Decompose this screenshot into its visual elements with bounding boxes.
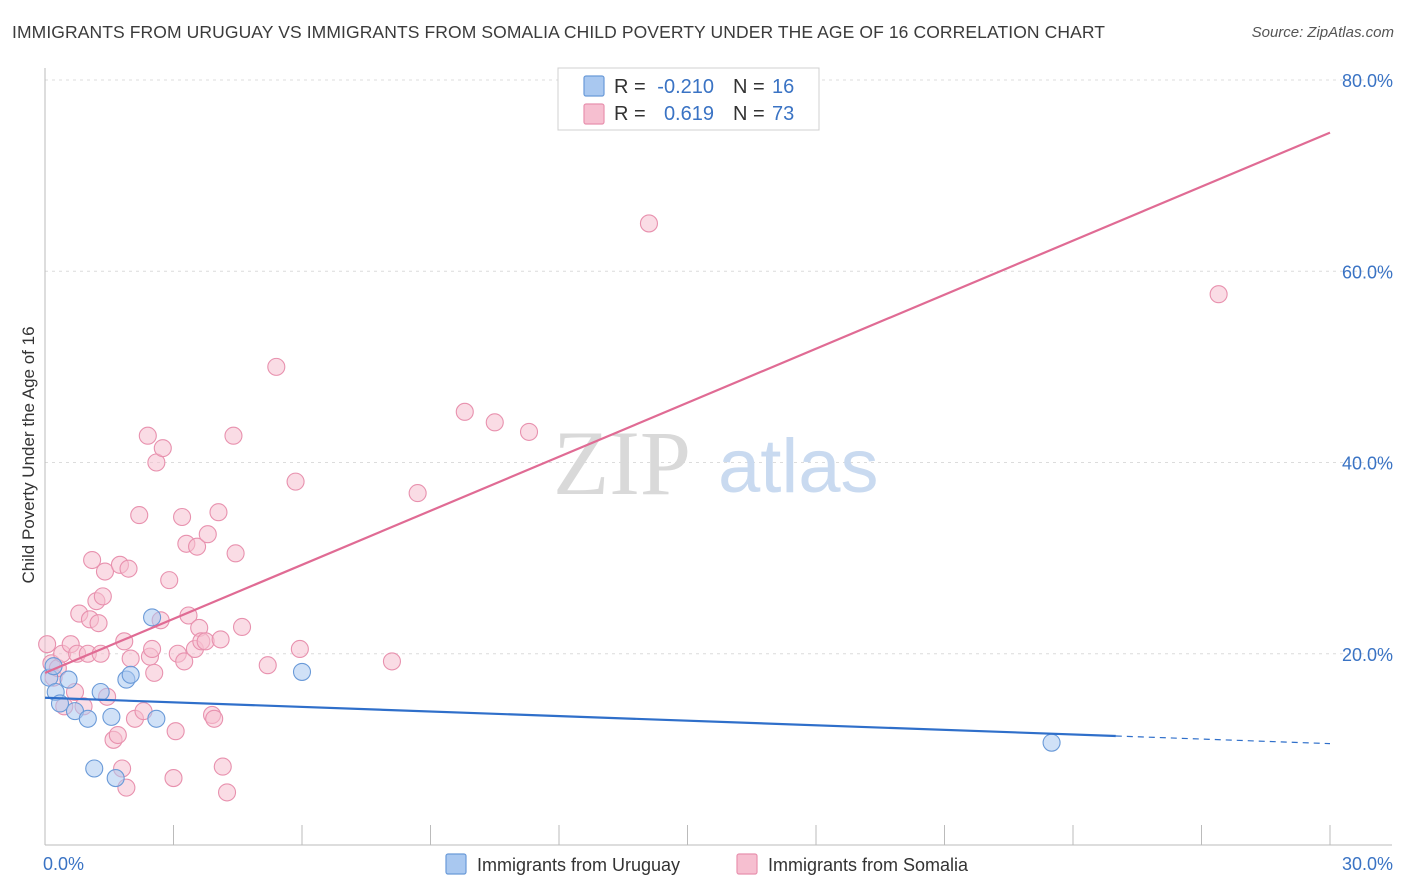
somalia-point — [258, 656, 277, 675]
legend-uruguay-n-value: 16 — [772, 76, 794, 98]
legend-uruguay-r-label: R = — [614, 76, 646, 98]
uruguay-point — [78, 709, 97, 728]
somalia-point — [224, 426, 243, 445]
uruguay-point — [292, 662, 312, 681]
somalia-point — [217, 783, 237, 802]
somalia-point — [83, 550, 102, 570]
uruguay-point — [121, 665, 140, 684]
somalia-point — [93, 587, 112, 606]
series-somalia-points — [38, 214, 1228, 802]
somalia-point — [485, 413, 504, 432]
legend-uruguay-swatch — [583, 75, 605, 97]
somalia-point — [108, 725, 127, 745]
somalia-point — [519, 422, 539, 441]
x-tick-label-max: 30.0% — [1342, 854, 1393, 874]
y-tick-label: 40.0% — [1342, 454, 1393, 474]
somalia-point — [1209, 285, 1228, 304]
somalia-point — [196, 632, 215, 651]
uruguay-point — [1042, 733, 1061, 752]
somalia-point — [205, 709, 224, 728]
somalia-trend-line — [44, 131, 1331, 674]
series-uruguay-points — [40, 608, 1061, 788]
uruguay-point — [85, 759, 104, 778]
legend-somalia-n-label: N = — [733, 103, 765, 125]
uruguay-trend-line — [44, 696, 1116, 738]
y-axis-title: Child Poverty Under the Age of 16 — [19, 326, 38, 583]
chart-source: Source: ZipAtlas.com — [1252, 24, 1394, 41]
somalia-point — [143, 639, 162, 659]
uruguay-point — [91, 682, 110, 702]
somalia-point — [188, 537, 207, 556]
somalia-point — [209, 503, 228, 522]
somalia-point — [138, 426, 157, 445]
uruguay-point — [106, 769, 125, 788]
legend-uruguay-n-label: N = — [733, 76, 765, 98]
somalia-point — [130, 506, 149, 525]
trend-lines — [44, 131, 1331, 745]
somalia-point — [153, 439, 172, 458]
legend-somalia-swatch — [583, 103, 605, 125]
somalia-point — [175, 652, 194, 671]
legend-bottom-somalia-label: Immigrants from Somalia — [768, 855, 969, 875]
legend-series: Immigrants from Uruguay Immigrants from … — [445, 853, 969, 875]
watermark-atlas: atlas — [718, 424, 879, 509]
somalia-point — [286, 472, 305, 491]
grid-lines — [45, 79, 1392, 655]
watermark: ZIP atlas — [553, 412, 879, 514]
uruguay-point — [59, 670, 78, 689]
y-tick-label: 80.0% — [1342, 71, 1393, 91]
somalia-point — [95, 562, 115, 581]
somalia-point — [160, 571, 179, 590]
x-tick-label-min: 0.0% — [43, 854, 84, 874]
somalia-point — [173, 507, 192, 527]
somalia-point — [213, 757, 232, 776]
uruguay-trend-line-extension — [1115, 735, 1331, 745]
legend-somalia-n-value: 73 — [772, 103, 794, 125]
legend-bottom-uruguay-label: Immigrants from Uruguay — [477, 855, 680, 875]
source-label: Source: — [1251, 24, 1304, 41]
uruguay-point — [147, 709, 166, 728]
legend-somalia-r-label: R = — [614, 103, 646, 125]
legend-bottom-somalia-swatch — [736, 853, 758, 875]
tick-labels: 20.0% 40.0% 60.0% 80.0% 0.0% 30.0% — [43, 71, 1393, 874]
y-tick-label: 20.0% — [1342, 645, 1393, 665]
somalia-point — [455, 402, 474, 421]
somalia-point — [145, 663, 164, 682]
somalia-point — [382, 652, 402, 671]
somalia-point — [121, 649, 140, 668]
legend-bottom-uruguay-swatch — [445, 853, 467, 875]
somalia-point — [267, 357, 286, 376]
somalia-point — [639, 214, 659, 233]
legend-uruguay-r-value: -0.210 — [657, 76, 714, 98]
somalia-point — [211, 630, 230, 649]
uruguay-point — [102, 707, 121, 726]
somalia-point — [290, 639, 309, 659]
somalia-point — [38, 635, 57, 654]
somalia-point — [198, 525, 217, 544]
chart-title: IMMIGRANTS FROM URUGUAY VS IMMIGRANTS FR… — [12, 22, 1106, 42]
y-tick-label: 60.0% — [1342, 262, 1393, 282]
somalia-point — [166, 722, 185, 741]
watermark-zip: ZIP — [553, 412, 691, 514]
legend-somalia-r-value: 0.619 — [664, 103, 714, 125]
somalia-point — [89, 614, 108, 633]
uruguay-point — [143, 608, 162, 627]
axes — [44, 68, 1392, 846]
somalia-point — [164, 769, 183, 788]
somalia-point — [119, 559, 138, 578]
legend-stats: R = -0.210 N = 16 R = 0.619 N = 73 — [557, 67, 820, 131]
somalia-point — [226, 544, 245, 563]
somalia-point — [408, 484, 427, 503]
somalia-point — [232, 617, 252, 637]
source-value: ZipAtlas.com — [1307, 24, 1394, 41]
